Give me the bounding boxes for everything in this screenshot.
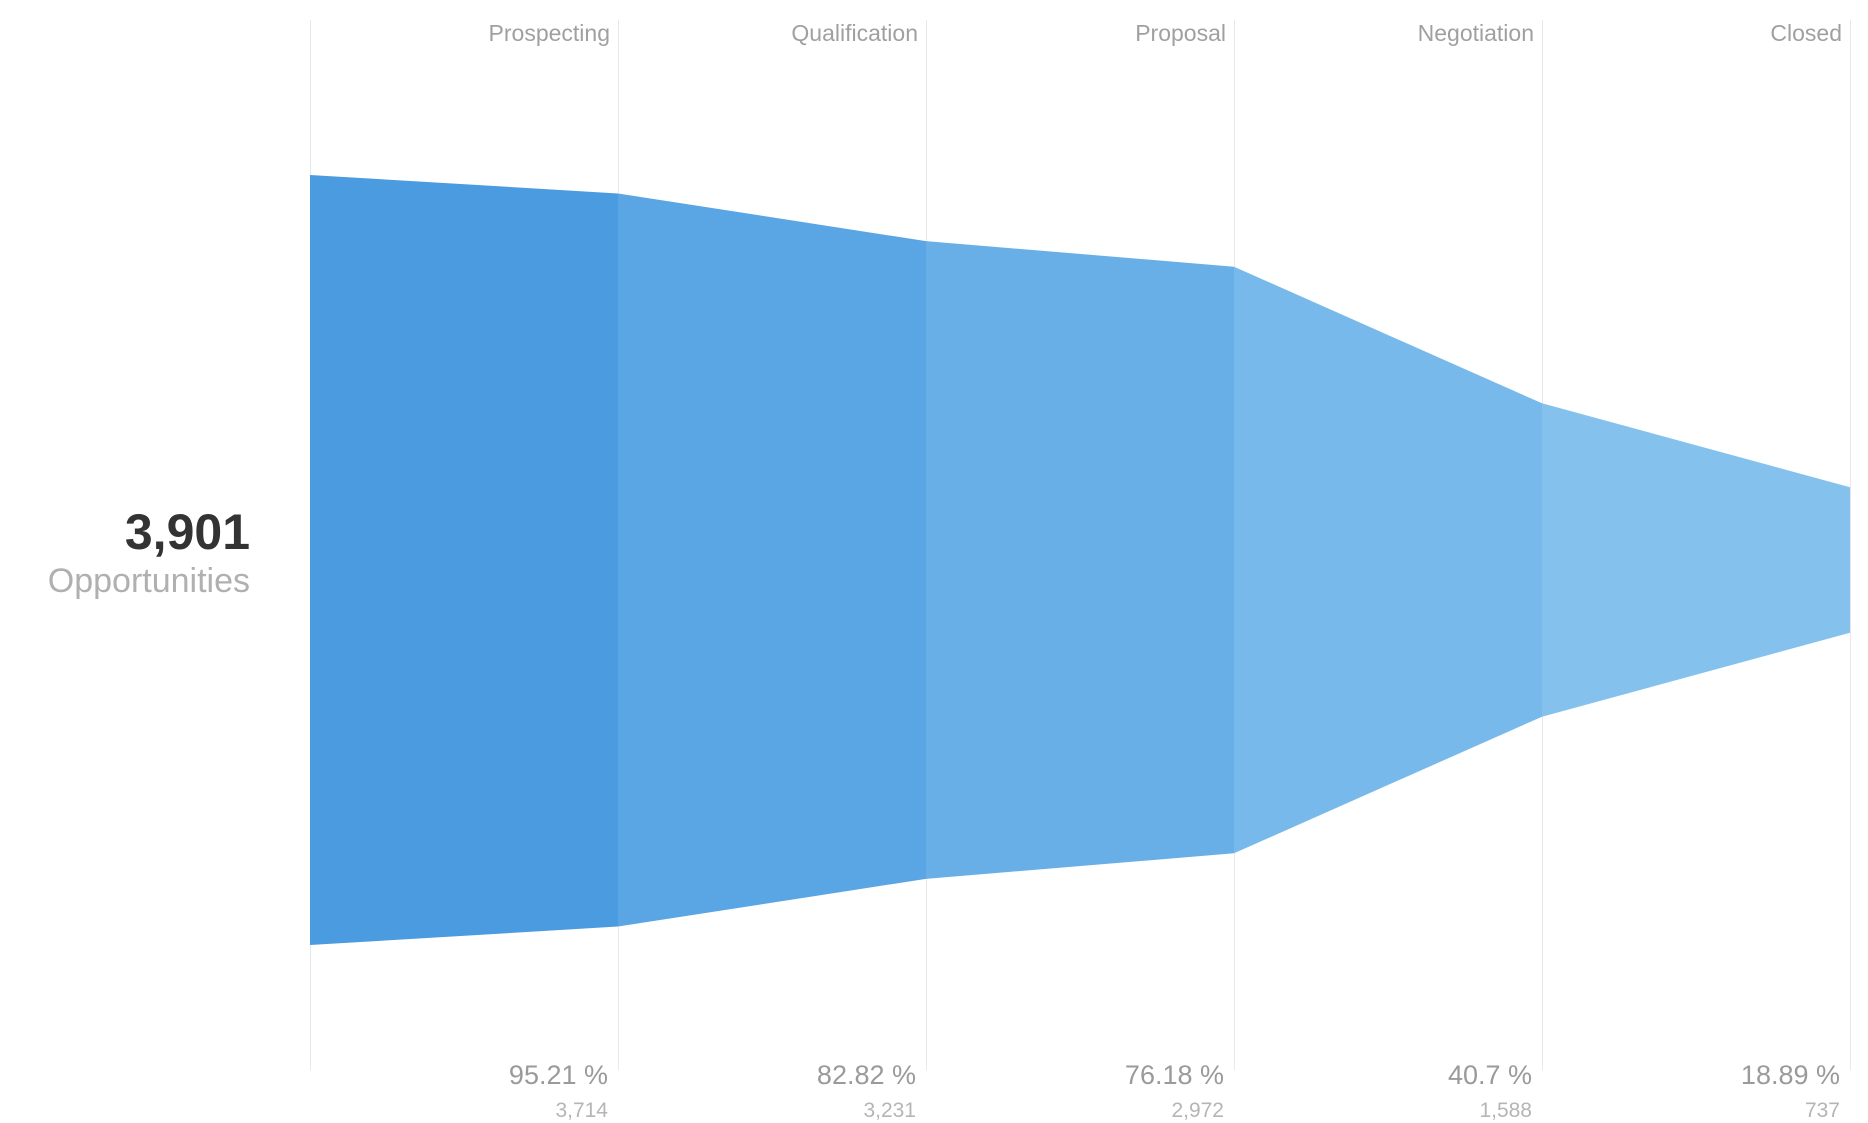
stage-label: Qualification <box>791 20 918 47</box>
funnel-segment <box>1542 403 1850 716</box>
funnel-segment <box>310 175 618 945</box>
chart-area: Prospecting Qualification Proposal Negotiat… <box>310 20 1850 1070</box>
summary-total: 3,901 <box>0 505 250 560</box>
summary-block: 3,901 Opportunities <box>0 505 280 601</box>
funnel-segment <box>618 193 926 926</box>
stage-count: 3,714 <box>310 1099 608 1123</box>
summary-label: Opportunities <box>0 562 250 601</box>
stage-percent: 82.82 % <box>618 1060 916 1091</box>
stage-label: Negotiation <box>1418 20 1534 47</box>
stage-labels-row: Prospecting Qualification Proposal Negotiat… <box>310 20 1850 60</box>
stage-count: 3,231 <box>618 1099 916 1123</box>
stage-percent: 40.7 % <box>1234 1060 1532 1091</box>
funnel-segment <box>926 241 1234 879</box>
funnel-segment <box>1234 267 1542 854</box>
funnel-svg <box>310 175 1850 945</box>
stage-label: Prospecting <box>489 20 610 47</box>
stage-percent: 76.18 % <box>926 1060 1224 1091</box>
stage-label: Proposal <box>1135 20 1226 47</box>
stage-percent: 95.21 % <box>310 1060 608 1091</box>
stage-count: 2,972 <box>926 1099 1224 1123</box>
stage-percent: 18.89 % <box>1542 1060 1840 1091</box>
stage-label: Closed <box>1770 20 1842 47</box>
funnel-chart-container: 3,901 Opportunities Prospecting Qualifica… <box>0 0 1868 1092</box>
stage-count: 737 <box>1542 1099 1840 1123</box>
grid-line <box>1850 20 1851 1070</box>
stage-count: 1,588 <box>1234 1099 1532 1123</box>
